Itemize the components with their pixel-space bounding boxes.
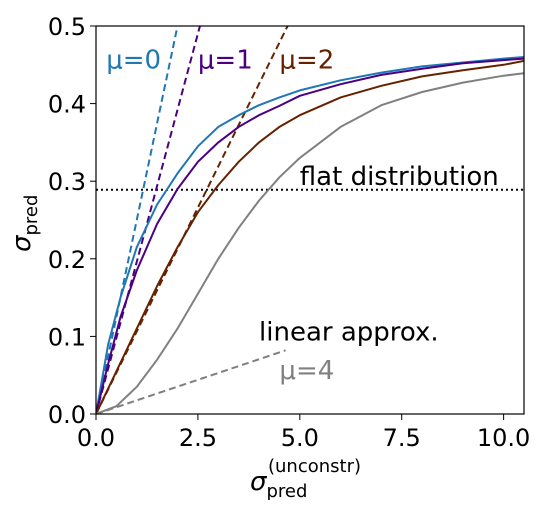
y-tick-label: 0.5 <box>48 13 86 41</box>
ticks: 0.0 2.5 5.0 7.5 10.0 0.0 0.1 0.2 0.3 0.4 0.5 <box>48 13 531 452</box>
annotations: μ=0 μ=1 μ=2 flat distribution linear approx.… <box>106 46 499 386</box>
x-tick-label: 5.0 <box>281 424 319 452</box>
axis-labels: σpred(unconstr)σpred <box>7 195 361 502</box>
y-tick-label: 0.3 <box>48 168 86 196</box>
plot-area <box>96 26 524 414</box>
y-axis-label-sub: pred <box>21 195 42 236</box>
x-tick-label: 0.0 <box>77 424 115 452</box>
series-line-mu-2 <box>96 59 524 414</box>
x-tick-label: 10.0 <box>477 424 530 452</box>
y-tick-label: 0.4 <box>48 91 86 119</box>
x-axis-label: σpred <box>250 467 307 500</box>
x-tick-label: 7.5 <box>383 424 421 452</box>
annotation-mu-1: μ=1 <box>198 46 253 76</box>
series-line-mu-4 <box>96 72 524 414</box>
axes-frame <box>95 25 525 415</box>
annotation-mu-2: μ=2 <box>279 46 334 76</box>
x-axis-label-sup: (unconstr) <box>268 456 361 477</box>
annotation-mu-0: μ=0 <box>106 46 161 76</box>
annotation-flat-distribution: flat distribution <box>300 162 499 192</box>
y-tick-label: 0.2 <box>48 246 86 274</box>
series-line-mu-1 <box>96 57 524 414</box>
series-line-mu-0 <box>96 56 524 414</box>
linear-approx-mu-1 <box>96 26 201 414</box>
annotation-linear-approx: linear approx. <box>259 317 439 347</box>
y-axis-label: σpred <box>7 195 42 252</box>
axes <box>95 25 525 415</box>
y-axis-label-base: σ <box>7 234 37 252</box>
plot-marks <box>96 26 524 414</box>
y-tick-label: 0.0 <box>48 401 86 429</box>
annotation-mu-4: μ=4 <box>279 356 334 386</box>
x-tick-label: 2.5 <box>179 424 217 452</box>
x-axis-label-sub: pred <box>266 481 307 500</box>
y-tick-label: 0.1 <box>48 323 86 351</box>
x-axis-label-base: σ <box>250 467 268 497</box>
linear-approx-mu-0 <box>96 26 179 414</box>
linear-approx-mu-4 <box>96 349 286 414</box>
